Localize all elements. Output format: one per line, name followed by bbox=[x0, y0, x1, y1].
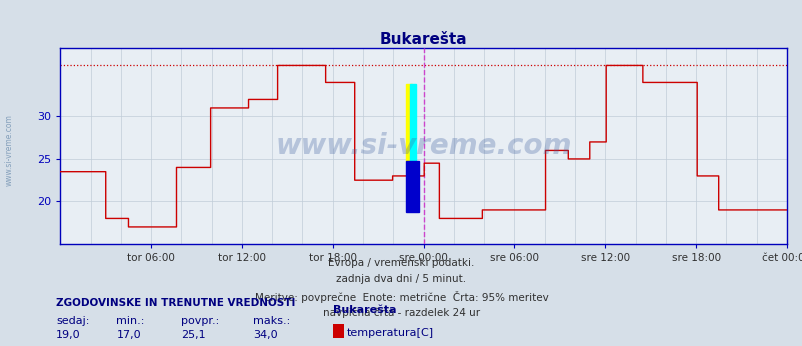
Text: 17,0: 17,0 bbox=[116, 330, 141, 340]
Text: sedaj:: sedaj: bbox=[56, 316, 90, 326]
Text: Evropa / vremenski podatki.: Evropa / vremenski podatki. bbox=[328, 258, 474, 268]
Text: 25,1: 25,1 bbox=[180, 330, 205, 340]
Text: 19,0: 19,0 bbox=[56, 330, 81, 340]
Text: www.si-vreme.com: www.si-vreme.com bbox=[5, 115, 14, 186]
Text: min.:: min.: bbox=[116, 316, 144, 326]
Bar bbox=[405, 161, 419, 212]
Bar bbox=[409, 84, 415, 161]
Text: Bukarešta: Bukarešta bbox=[333, 305, 396, 315]
Text: maks.:: maks.: bbox=[253, 316, 290, 326]
Text: www.si-vreme.com: www.si-vreme.com bbox=[275, 132, 571, 160]
Text: 34,0: 34,0 bbox=[253, 330, 277, 340]
Text: Meritve: povprečne  Enote: metrične  Črta: 95% meritev: Meritve: povprečne Enote: metrične Črta:… bbox=[254, 291, 548, 303]
Text: povpr.:: povpr.: bbox=[180, 316, 219, 326]
Bar bbox=[405, 84, 411, 161]
Text: zadnja dva dni / 5 minut.: zadnja dva dni / 5 minut. bbox=[336, 274, 466, 284]
Text: navpična črta - razdelek 24 ur: navpična črta - razdelek 24 ur bbox=[322, 308, 480, 318]
Text: temperatura[C]: temperatura[C] bbox=[346, 328, 433, 338]
Title: Bukarešta: Bukarešta bbox=[379, 32, 467, 47]
Text: ZGODOVINSKE IN TRENUTNE VREDNOSTI: ZGODOVINSKE IN TRENUTNE VREDNOSTI bbox=[56, 298, 295, 308]
